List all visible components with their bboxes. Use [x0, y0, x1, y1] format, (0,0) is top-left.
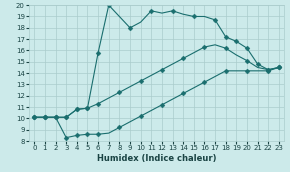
X-axis label: Humidex (Indice chaleur): Humidex (Indice chaleur) — [97, 154, 216, 163]
